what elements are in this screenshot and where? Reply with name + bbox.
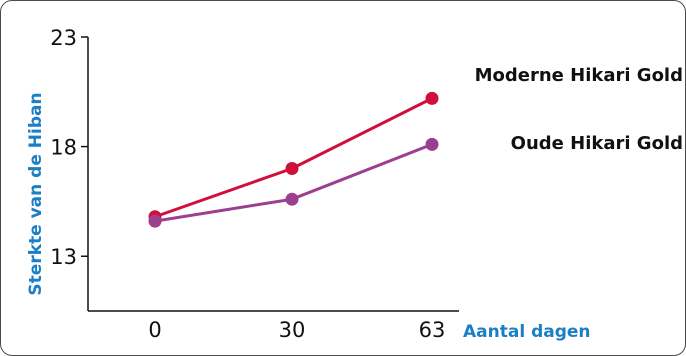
axes	[87, 37, 459, 312]
data-point	[425, 137, 439, 151]
x-tick-label: 0	[148, 318, 161, 342]
y-tick-label: 13	[50, 245, 77, 269]
y-axis-title: Sterkte van de Hiban	[26, 92, 46, 295]
series-label-moderne: Moderne Hikari Gold	[475, 65, 683, 86]
x-tick-label: 30	[279, 318, 306, 342]
series-label-oude: Oude Hikari Gold	[511, 133, 683, 154]
x-axis-title: Aantal dagen	[463, 322, 591, 342]
series-line-1	[154, 143, 433, 223]
y-tick-label: 18	[50, 136, 77, 160]
x-ticks: 0 30 63	[148, 318, 445, 342]
data-point	[148, 214, 162, 228]
y-ticks: 13 18 23	[50, 26, 88, 269]
x-tick-label: 63	[419, 318, 446, 342]
data-point	[285, 192, 299, 206]
data-point	[285, 162, 299, 176]
series-labels: Moderne Hikari Gold Oude Hikari Gold	[475, 65, 683, 154]
data-point	[425, 91, 439, 105]
y-tick-label: 23	[50, 26, 77, 50]
series-points	[148, 91, 439, 228]
